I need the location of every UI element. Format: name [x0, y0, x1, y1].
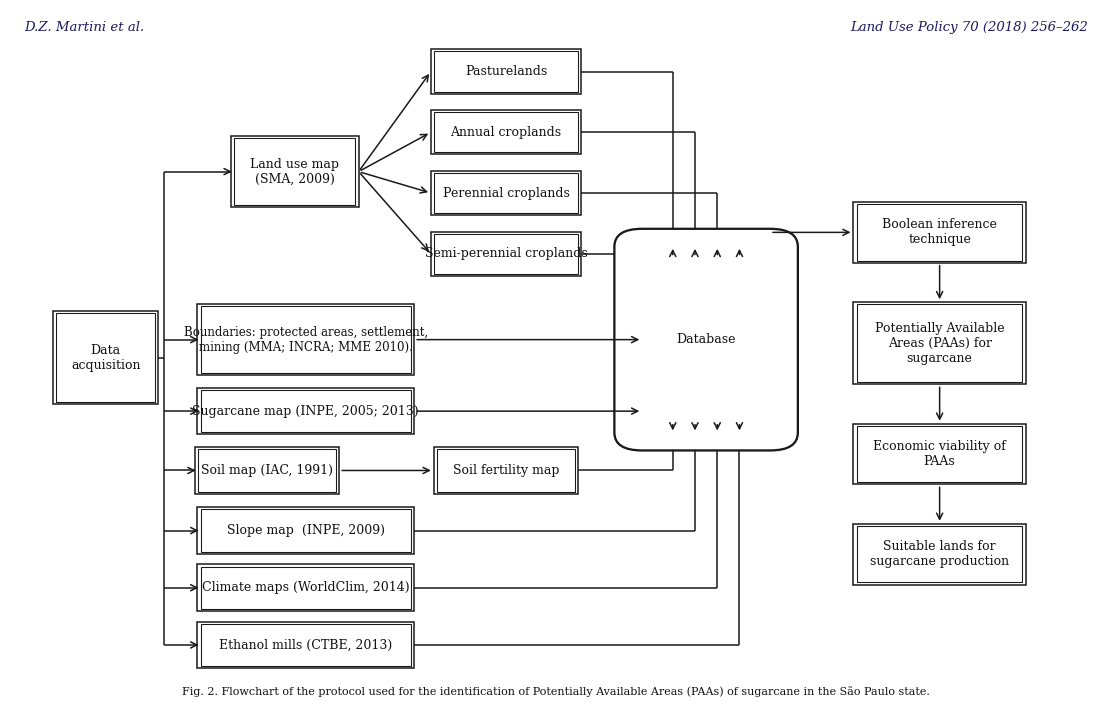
- Bar: [437, 450, 575, 492]
- Bar: [198, 304, 415, 375]
- Bar: [57, 313, 156, 402]
- Text: Suitable lands for
sugarcane production: Suitable lands for sugarcane production: [870, 540, 1010, 568]
- Text: Ethanol mills (CTBE, 2013): Ethanol mills (CTBE, 2013): [219, 638, 393, 651]
- Text: Fig. 2. Flowchart of the protocol used for the identification of Potentially Ava: Fig. 2. Flowchart of the protocol used f…: [182, 686, 930, 697]
- Bar: [434, 112, 578, 152]
- Bar: [854, 302, 1025, 385]
- Bar: [235, 138, 356, 205]
- Bar: [198, 388, 415, 434]
- Text: Potentially Available
Areas (PAAs) for
sugarcane: Potentially Available Areas (PAAs) for s…: [875, 322, 1004, 365]
- Bar: [856, 526, 1023, 582]
- Bar: [854, 423, 1025, 485]
- Text: Slope map  (INPE, 2009): Slope map (INPE, 2009): [227, 524, 385, 537]
- Text: Pasturelands: Pasturelands: [465, 65, 547, 78]
- Bar: [198, 508, 415, 553]
- Text: Soil map (IAC, 1991): Soil map (IAC, 1991): [201, 464, 332, 477]
- Text: Semi-perennial croplands: Semi-perennial croplands: [425, 247, 587, 260]
- Bar: [431, 49, 580, 94]
- Text: Database: Database: [676, 333, 736, 346]
- Text: Soil fertility map: Soil fertility map: [453, 464, 559, 477]
- Bar: [198, 621, 415, 669]
- Text: Boolean inference
technique: Boolean inference technique: [882, 218, 997, 247]
- Bar: [201, 306, 411, 373]
- Bar: [198, 564, 415, 611]
- Text: Perennial croplands: Perennial croplands: [443, 187, 569, 199]
- Bar: [53, 311, 159, 404]
- Bar: [431, 232, 580, 276]
- Bar: [854, 524, 1025, 585]
- Text: Land use map
(SMA, 2009): Land use map (SMA, 2009): [250, 157, 339, 186]
- Bar: [201, 390, 411, 432]
- Text: Data
acquisition: Data acquisition: [71, 343, 140, 372]
- Bar: [201, 566, 411, 608]
- FancyBboxPatch shape: [614, 229, 798, 450]
- Bar: [854, 202, 1025, 262]
- Text: Annual croplands: Annual croplands: [450, 126, 562, 139]
- Bar: [431, 110, 580, 154]
- Text: Sugarcane map (INPE, 2005; 2013): Sugarcane map (INPE, 2005; 2013): [192, 405, 419, 418]
- Bar: [434, 173, 578, 213]
- Text: Economic viability of
PAAs: Economic viability of PAAs: [873, 440, 1006, 468]
- Bar: [195, 448, 339, 494]
- Bar: [231, 136, 358, 207]
- Bar: [434, 234, 578, 274]
- Text: D.Z. Martini et al.: D.Z. Martini et al.: [24, 21, 145, 34]
- Bar: [431, 171, 580, 215]
- Text: Land Use Policy 70 (2018) 256–262: Land Use Policy 70 (2018) 256–262: [850, 21, 1088, 34]
- Bar: [434, 51, 578, 92]
- Text: Boundaries: protected areas, settlement,
mining (MMA; INCRA; MME 2010).: Boundaries: protected areas, settlement,…: [183, 325, 428, 354]
- Bar: [201, 509, 411, 552]
- Bar: [856, 305, 1023, 382]
- Bar: [434, 448, 578, 494]
- Bar: [856, 204, 1023, 261]
- Bar: [856, 426, 1023, 482]
- Bar: [198, 450, 336, 492]
- Text: Climate maps (WorldClim, 2014): Climate maps (WorldClim, 2014): [202, 581, 409, 594]
- Bar: [201, 624, 411, 666]
